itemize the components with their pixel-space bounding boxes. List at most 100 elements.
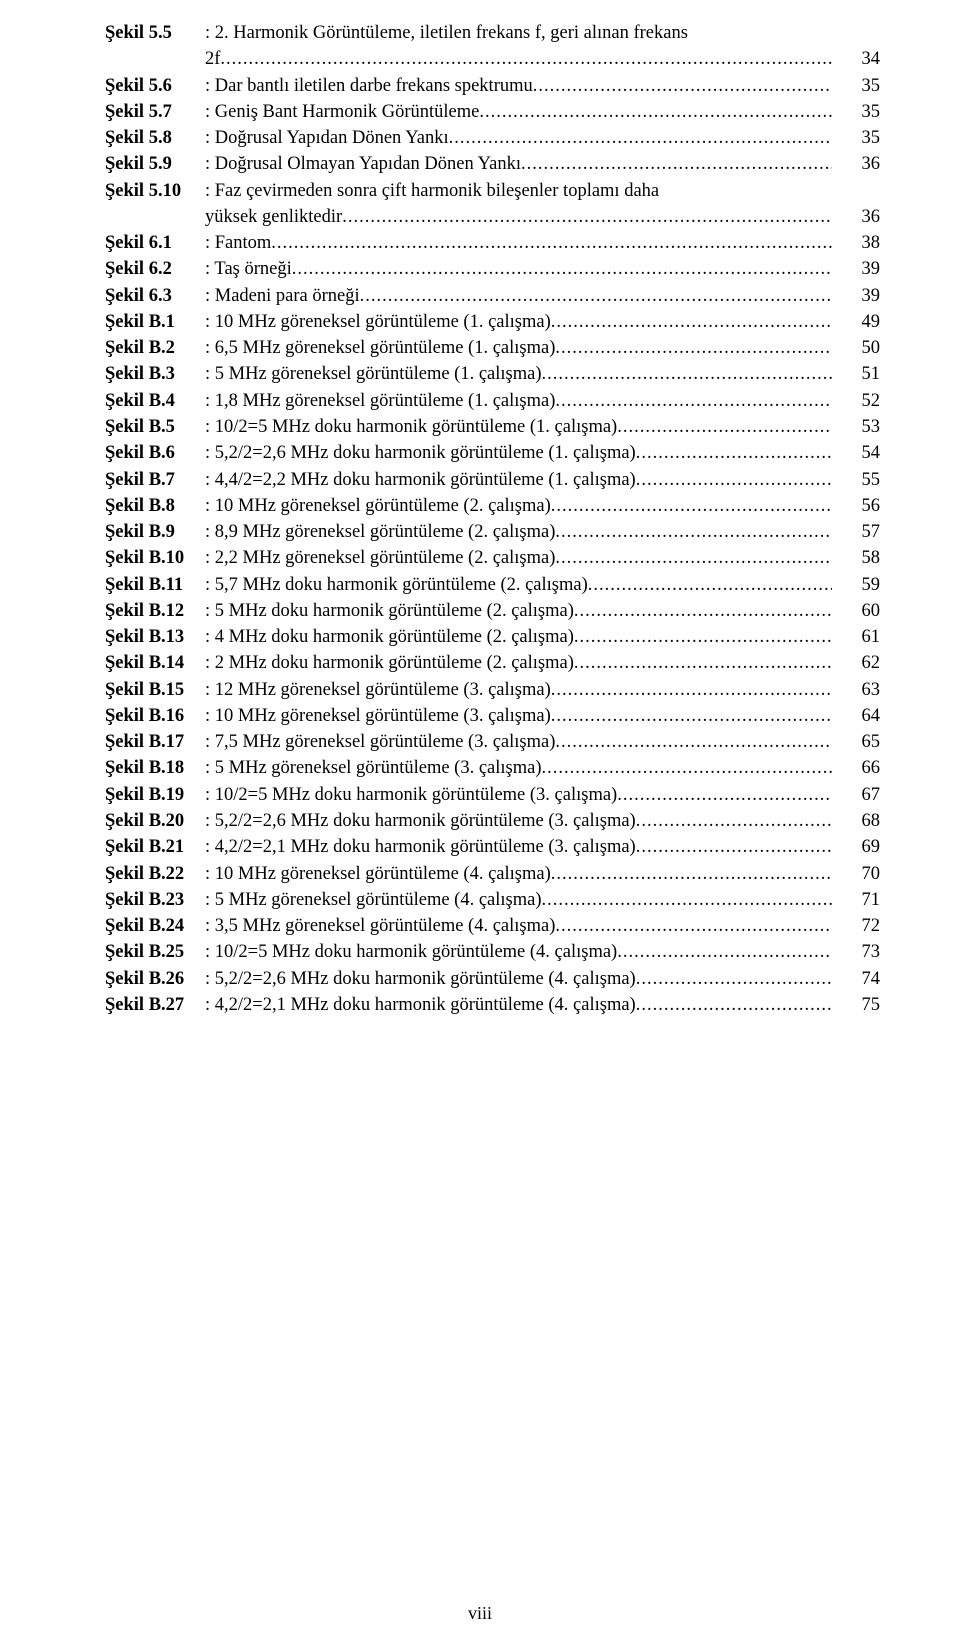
figure-page-number: 49 — [832, 309, 880, 335]
figure-description-text: : 10 MHz göreneksel görüntüleme (1. çalı… — [205, 309, 551, 335]
figure-description: : 5 MHz göreneksel görüntüleme (1. çalış… — [199, 361, 832, 387]
figure-description-text: : 5 MHz göreneksel görüntüleme (4. çalış… — [205, 887, 542, 913]
figure-description: : 10/2=5 MHz doku harmonik görüntüleme (… — [199, 782, 832, 808]
figure-entry: 2f......................................… — [105, 46, 880, 72]
figure-page-number: 58 — [832, 545, 880, 571]
figure-page-number: 54 — [832, 440, 880, 466]
figure-entry: Şekil 5.5: 2. Harmonik Görüntüleme, ilet… — [105, 20, 880, 46]
figure-description-text: : Madeni para örneği — [205, 283, 360, 309]
figure-page-number: 63 — [832, 677, 880, 703]
figure-entry: Şekil B.27: 4,2/2=2,1 MHz doku harmonik … — [105, 992, 880, 1018]
figure-entry: Şekil 5.9: Doğrusal Olmayan Yapıdan Döne… — [105, 151, 880, 177]
page-number: viii — [0, 1603, 960, 1624]
figure-description: : 10 MHz göreneksel görüntüleme (3. çalı… — [199, 703, 832, 729]
figure-entry: Şekil B.13: 4 MHz doku harmonik görüntül… — [105, 624, 880, 650]
figure-label: Şekil B.27 — [105, 992, 199, 1018]
figure-label: Şekil B.21 — [105, 834, 199, 860]
figure-description-text: : 2,2 MHz göreneksel görüntüleme (2. çal… — [205, 545, 555, 571]
figure-description-text: : 6,5 MHz göreneksel görüntüleme (1. çal… — [205, 335, 555, 361]
leader-dots: ........................................… — [555, 729, 832, 755]
leader-dots: ........................................… — [555, 519, 832, 545]
leader-dots: ........................................… — [555, 913, 832, 939]
figure-description-text: : 5 MHz göreneksel görüntüleme (1. çalış… — [205, 361, 542, 387]
figure-description: : 4,2/2=2,1 MHz doku harmonik görüntülem… — [199, 992, 832, 1018]
figure-entry: Şekil B.5: 10/2=5 MHz doku harmonik görü… — [105, 414, 880, 440]
leader-dots: ........................................… — [636, 808, 832, 834]
figure-label: Şekil B.19 — [105, 782, 199, 808]
figure-label: Şekil B.26 — [105, 966, 199, 992]
figure-entry: Şekil 6.3: Madeni para örneği...........… — [105, 283, 880, 309]
figure-description: yüksek genliktedir......................… — [199, 204, 832, 230]
figure-description: : 4,2/2=2,1 MHz doku harmonik görüntülem… — [199, 834, 832, 860]
figure-description-text: : 7,5 MHz göreneksel görüntüleme (3. çal… — [205, 729, 555, 755]
leader-dots: ........................................… — [551, 493, 832, 519]
figure-page-number: 70 — [832, 861, 880, 887]
figure-page-number: 53 — [832, 414, 880, 440]
figure-description: : 5,7 MHz doku harmonik görüntüleme (2. … — [199, 572, 832, 598]
figure-description-text: : 5,2/2=2,6 MHz doku harmonik görüntülem… — [205, 966, 636, 992]
figure-description-text: : 1,8 MHz göreneksel görüntüleme (1. çal… — [205, 388, 555, 414]
figure-description: : 12 MHz göreneksel görüntüleme (3. çalı… — [199, 677, 832, 703]
figure-entry: Şekil 5.10: Faz çevirmeden sonra çift ha… — [105, 178, 880, 204]
figure-entry: Şekil B.22: 10 MHz göreneksel görüntülem… — [105, 861, 880, 887]
figure-entry: Şekil B.23: 5 MHz göreneksel görüntüleme… — [105, 887, 880, 913]
figure-entry: Şekil B.1: 10 MHz göreneksel görüntüleme… — [105, 309, 880, 335]
figure-page-number: 74 — [832, 966, 880, 992]
leader-dots: ........................................… — [533, 73, 832, 99]
figure-label: Şekil 6.1 — [105, 230, 199, 256]
figure-description: : 10/2=5 MHz doku harmonik görüntüleme (… — [199, 414, 832, 440]
figure-description-text: : 4 MHz doku harmonik görüntüleme (2. ça… — [205, 624, 574, 650]
figure-label: Şekil B.22 — [105, 861, 199, 887]
figure-label: Şekil B.20 — [105, 808, 199, 834]
figure-page-number: 60 — [832, 598, 880, 624]
figure-label: Şekil B.16 — [105, 703, 199, 729]
figure-label: Şekil 6.2 — [105, 256, 199, 282]
figure-label: Şekil B.7 — [105, 467, 199, 493]
figure-description: : 5,2/2=2,6 MHz doku harmonik görüntülem… — [199, 440, 832, 466]
figure-description-text: : 2 MHz doku harmonik görüntüleme (2. ça… — [205, 650, 574, 676]
figure-description-text: : Doğrusal Yapıdan Dönen Yankı — [205, 125, 449, 151]
figure-page-number: 55 — [832, 467, 880, 493]
figure-page-number: 50 — [832, 335, 880, 361]
leader-dots: ........................................… — [636, 992, 832, 1018]
leader-dots: ........................................… — [360, 283, 832, 309]
figure-entry: Şekil 6.1: Fantom.......................… — [105, 230, 880, 256]
figure-entry: Şekil 6.2: Taş örneği...................… — [105, 256, 880, 282]
leader-dots: ........................................… — [479, 99, 832, 125]
figure-label: Şekil B.17 — [105, 729, 199, 755]
figure-label: Şekil 5.6 — [105, 73, 199, 99]
figure-description: : Geniş Bant Harmonik Görüntüleme.......… — [199, 99, 832, 125]
figure-entry: Şekil B.7: 4,4/2=2,2 MHz doku harmonik g… — [105, 467, 880, 493]
figure-page-number: 64 — [832, 703, 880, 729]
page-container: Şekil 5.5: 2. Harmonik Görüntüleme, ilet… — [0, 0, 960, 1644]
figure-page-number: 35 — [832, 99, 880, 125]
leader-dots: ........................................… — [542, 887, 833, 913]
figure-description: : 7,5 MHz göreneksel görüntüleme (3. çal… — [199, 729, 832, 755]
figure-description-text: : Taş örneği — [205, 256, 292, 282]
leader-dots: ........................................… — [271, 230, 832, 256]
leader-dots: ........................................… — [542, 361, 833, 387]
figure-entry: Şekil B.16: 10 MHz göreneksel görüntülem… — [105, 703, 880, 729]
figure-description: : 4 MHz doku harmonik görüntüleme (2. ça… — [199, 624, 832, 650]
figure-description: : Doğrusal Olmayan Yapıdan Dönen Yankı..… — [199, 151, 832, 177]
figure-page-number: 65 — [832, 729, 880, 755]
figure-entry: Şekil B.20: 5,2/2=2,6 MHz doku harmonik … — [105, 808, 880, 834]
figure-description: : Dar bantlı iletilen darbe frekans spek… — [199, 73, 832, 99]
figure-entry: Şekil B.26: 5,2/2=2,6 MHz doku harmonik … — [105, 966, 880, 992]
figure-page-number: 52 — [832, 388, 880, 414]
figure-description: : 5,2/2=2,6 MHz doku harmonik görüntülem… — [199, 966, 832, 992]
leader-dots: ........................................… — [636, 467, 832, 493]
figure-entry: Şekil B.15: 12 MHz göreneksel görüntülem… — [105, 677, 880, 703]
figure-entry: yüksek genliktedir......................… — [105, 204, 880, 230]
figure-description: : 10 MHz göreneksel görüntüleme (1. çalı… — [199, 309, 832, 335]
figure-page-number: 35 — [832, 73, 880, 99]
figure-description: : 10/2=5 MHz doku harmonik görüntüleme (… — [199, 939, 832, 965]
leader-dots: ........................................… — [342, 204, 832, 230]
leader-dots: ........................................… — [555, 388, 832, 414]
figure-description-text: : 3,5 MHz göreneksel görüntüleme (4. çal… — [205, 913, 555, 939]
figure-description: : 8,9 MHz göreneksel görüntüleme (2. çal… — [199, 519, 832, 545]
figure-description-text: : 12 MHz göreneksel görüntüleme (3. çalı… — [205, 677, 551, 703]
figure-description-text: : Geniş Bant Harmonik Görüntüleme — [205, 99, 479, 125]
leader-dots: ........................................… — [292, 256, 832, 282]
figure-description-text: : 5,7 MHz doku harmonik görüntüleme (2. … — [205, 572, 588, 598]
